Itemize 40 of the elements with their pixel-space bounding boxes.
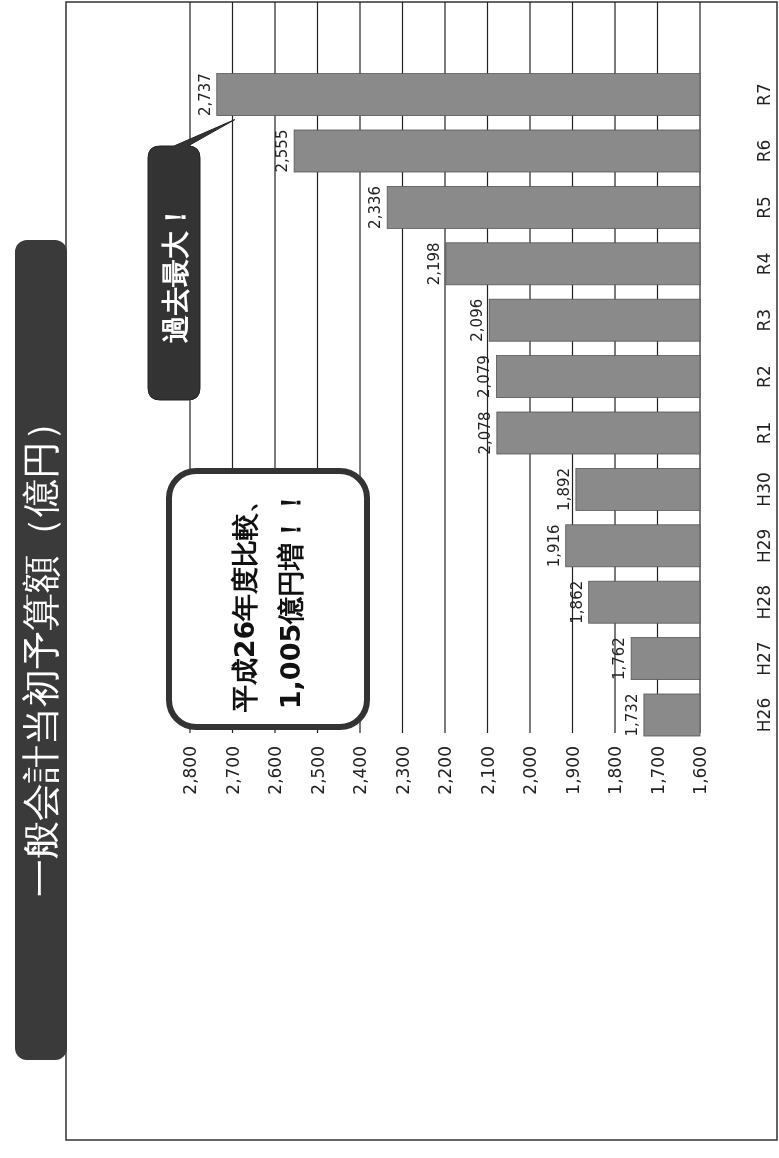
y-tick-label: R3 [754,308,774,332]
data-label: 2,737 [195,73,214,117]
x-tick-label: 2,800 [180,746,200,795]
y-tick-label: R1 [754,421,774,445]
y-tick-label: R6 [754,139,774,163]
y-tick-label: H29 [754,528,774,564]
annotation: 平成26年度比較、 [228,485,262,713]
x-tick-label: 1,600 [690,746,710,795]
note-box: 平成26年度比較、 1,005億円増！！ [166,468,370,730]
callout: 過去最大！ [147,119,236,401]
x-tick-label: 2,500 [307,746,328,795]
data-label: 1,916 [544,524,563,568]
x-tick-label: 1,700 [647,746,668,795]
data-label: 2,555 [273,129,292,173]
x-tick-label: 2,300 [392,746,413,795]
y-tick-label: H27 [754,641,774,676]
y-tick-label: R2 [754,365,774,388]
data-label: 1,732 [622,693,641,737]
x-tick-label: 2,100 [477,746,498,795]
y-tick-label: H28 [754,584,774,620]
x-tick-label: 2,000 [520,746,540,795]
x-tick-label: 1,800 [605,746,625,795]
data-label: 1,892 [554,467,573,511]
data-label: 2,096 [468,298,487,342]
y-tick-label: H30 [754,472,774,507]
data-label: 2,336 [366,185,385,229]
x-tick-label: 2,700 [222,746,243,795]
y-tick-label: R5 [754,196,774,219]
annotation: 1,005億円増！！ [274,488,307,710]
x-tick-label: 2,400 [350,746,370,795]
y-tick-label: R7 [754,83,774,106]
x-tick-label: 2,200 [435,746,455,795]
text: 一般会計当初予算額（億円） [15,240,67,1060]
data-label: 2,198 [424,242,443,286]
x-tick-label: 2,600 [265,746,285,795]
data-label: 1,762 [610,637,629,681]
y-tick-label: H26 [754,697,774,733]
annotation: 過去最大！ [159,203,192,343]
x-tick-label: 1,900 [562,746,583,795]
y-tick-label: R4 [754,252,774,276]
